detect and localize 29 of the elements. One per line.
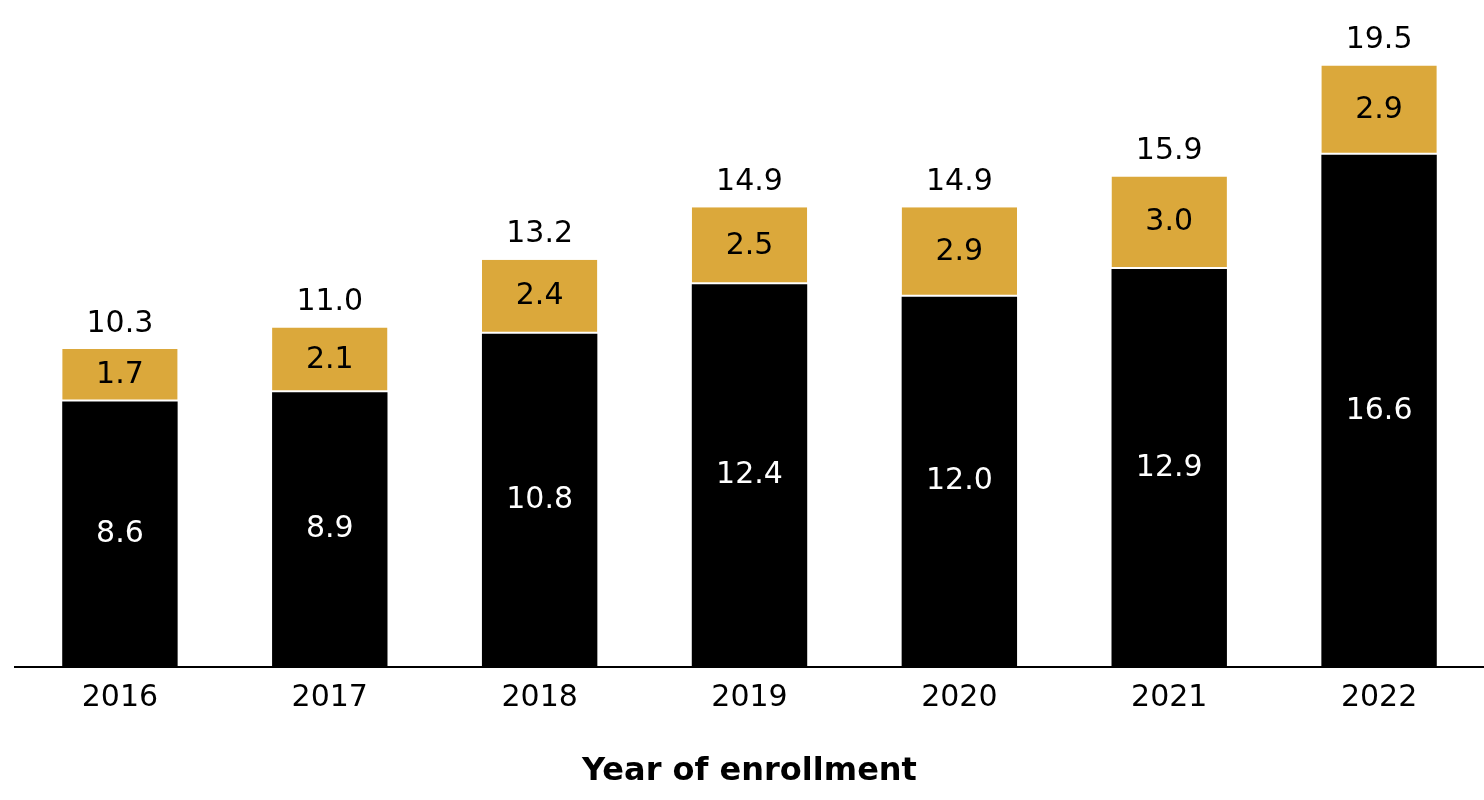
x-tick-label: 2017 (291, 678, 368, 714)
total-label: 11.0 (296, 282, 364, 318)
data-label: 2.9 (1355, 89, 1403, 125)
data-label: 2.5 (725, 225, 774, 261)
data-label: 2.4 (515, 276, 564, 312)
data-label: 12.4 (716, 455, 783, 491)
data-label: 16.6 (1345, 390, 1413, 426)
data-label: 8.6 (96, 513, 144, 549)
data-label: 1.7 (96, 355, 144, 391)
x-tick-label: 2022 (1340, 678, 1418, 714)
total-label: 14.9 (716, 162, 783, 198)
total-label: 15.9 (1135, 131, 1203, 167)
x-axis-title: Year of enrollment (581, 750, 917, 789)
total-label: 10.3 (86, 303, 154, 339)
total-label: 13.2 (506, 214, 574, 250)
data-label: 3.0 (1145, 202, 1194, 238)
x-tick-label: 2021 (1131, 678, 1208, 714)
data-label: 8.9 (305, 509, 354, 545)
data-label: 10.8 (506, 479, 574, 515)
data-label: 12.9 (1135, 447, 1203, 483)
x-tick-label: 2016 (81, 678, 159, 714)
x-tick-label: 2019 (711, 678, 788, 714)
data-label: 2.1 (305, 339, 354, 375)
data-label: 2.9 (935, 231, 984, 267)
data-label: 12.0 (925, 461, 993, 497)
x-tick-label: 2018 (501, 678, 578, 714)
x-tick-label: 2020 (921, 678, 998, 714)
total-label: 19.5 (1345, 20, 1413, 56)
total-label: 14.9 (925, 162, 993, 198)
